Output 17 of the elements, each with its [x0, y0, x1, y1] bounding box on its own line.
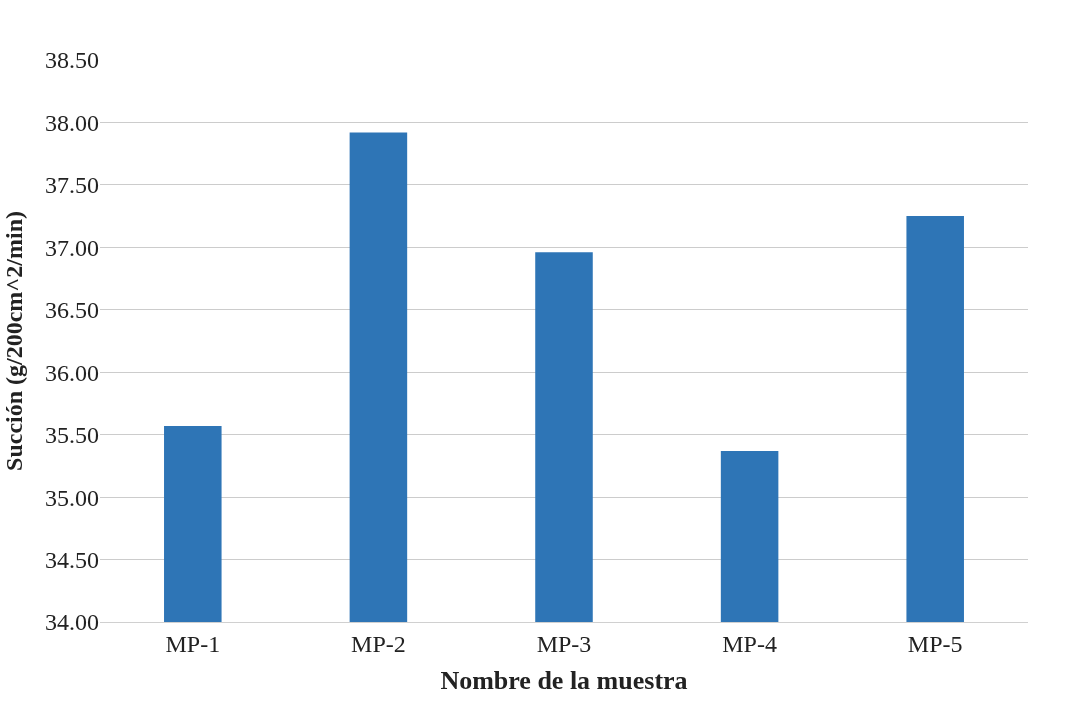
y-tick-label: 36.50: [45, 297, 99, 324]
y-tick-label: 37.00: [45, 234, 99, 261]
y-tick-label: 38.00: [45, 109, 99, 136]
x-tick-label: MP-3: [536, 630, 592, 657]
y-tick-label: 35.50: [45, 422, 99, 449]
y-tick-label: 38.50: [45, 47, 99, 74]
y-tick-label: 37.50: [45, 172, 99, 199]
y-tick-label: 34.50: [45, 546, 99, 573]
y-tick-label: 36.00: [45, 359, 99, 386]
x-tick-label: MP-5: [907, 630, 963, 657]
x-tick-label: MP-4: [722, 630, 777, 657]
y-tick-label: 35.00: [45, 484, 99, 511]
x-tick-label: MP-1: [165, 630, 221, 657]
x-tick-label: MP-2: [351, 630, 406, 657]
y-tick-label: 34.00: [45, 609, 99, 636]
x-axis-title: Nombre de la muestra: [440, 666, 688, 696]
y-axis-title: Succión (g/200cm^2/min): [1, 211, 28, 471]
